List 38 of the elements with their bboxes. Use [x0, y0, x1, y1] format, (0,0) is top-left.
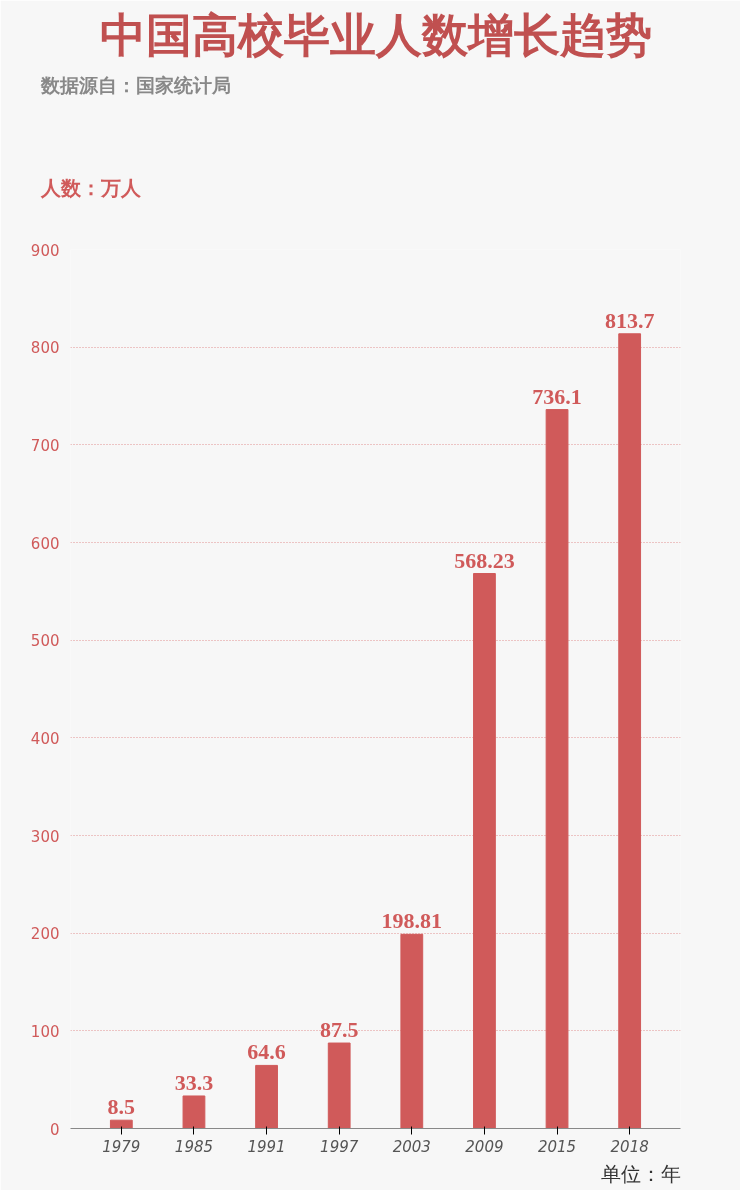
x-tick-label: 2015: [537, 1137, 577, 1156]
y-tick-label: 600: [30, 534, 60, 553]
y-tick-label: 500: [30, 632, 60, 651]
y-tick-label: 200: [30, 925, 60, 944]
data-label: 198.81: [381, 908, 443, 934]
chart-title: 中国高校毕业人数增长趋势: [99, 7, 652, 62]
bar: [109, 1119, 133, 1129]
y-tick-label: 900: [30, 241, 60, 260]
bar: [473, 573, 496, 1129]
data-label: 568.23: [454, 547, 515, 573]
data-label: 33.3: [174, 1069, 214, 1095]
data-label: 813.7: [604, 307, 655, 333]
bar: [618, 333, 642, 1129]
x-tick-label: 2018: [610, 1137, 649, 1156]
y-tick-label: 0: [49, 1120, 60, 1139]
data-label: 87.5: [319, 1017, 359, 1043]
x-tick-label: 2009: [465, 1137, 504, 1156]
data-label: 8.5: [107, 1094, 136, 1120]
y-tick-label: 100: [30, 1022, 60, 1041]
y-axis-title: 人数：万人: [39, 175, 142, 200]
x-axis-title: 单位：年: [600, 1161, 681, 1186]
x-tick-label: 1979: [102, 1137, 141, 1156]
x-tick-label: 1997: [320, 1137, 359, 1156]
x-tick-label: 2003: [392, 1137, 431, 1156]
bar: [255, 1064, 278, 1129]
bar: [327, 1042, 351, 1129]
x-tick-label: 1985: [174, 1137, 214, 1156]
bar: [182, 1095, 206, 1129]
bar: [545, 409, 569, 1129]
data-label: 64.6: [247, 1039, 286, 1065]
y-tick-label: 800: [30, 339, 60, 358]
x-tick-label: 1991: [247, 1137, 286, 1156]
y-tick-label: 400: [30, 729, 60, 748]
data-label: 736.1: [532, 383, 582, 409]
bar: [400, 933, 424, 1129]
text: 数据源自：国家统计局: [39, 73, 231, 96]
y-tick-label: 700: [30, 436, 60, 455]
y-tick-label: 300: [30, 827, 60, 846]
